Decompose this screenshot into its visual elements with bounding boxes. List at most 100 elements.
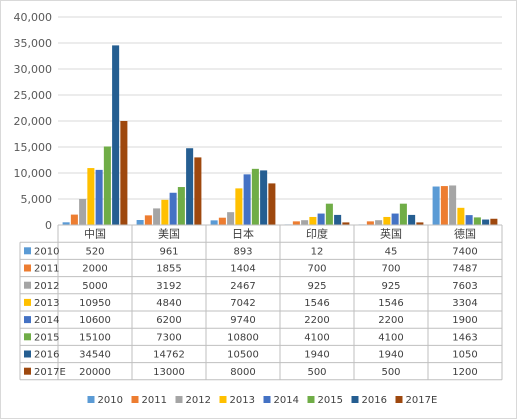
table-cell-value: 7603 xyxy=(452,281,477,292)
legend-swatch xyxy=(87,396,95,403)
bar xyxy=(334,214,342,225)
y-tick-label: 10,000 xyxy=(14,167,53,180)
bar xyxy=(465,215,473,225)
table-series-label: 2014 xyxy=(34,315,59,326)
table-legend-key xyxy=(24,298,31,306)
category-label: 中国 xyxy=(84,228,106,241)
table-legend-key xyxy=(24,281,31,289)
table-cell-value: 9740 xyxy=(230,315,255,326)
table-series-label: 2010 xyxy=(34,246,59,257)
bar xyxy=(301,220,309,225)
bar xyxy=(235,188,243,225)
table-series-label: 2011 xyxy=(34,264,59,275)
table-cell-value: 3304 xyxy=(452,298,477,309)
table-cell-value: 1546 xyxy=(304,298,329,309)
y-tick-label: 15,000 xyxy=(14,141,53,154)
table-cell-value: 7400 xyxy=(452,246,477,257)
legend-swatch xyxy=(219,396,227,403)
table-legend-key xyxy=(24,350,31,358)
bar xyxy=(194,157,202,225)
table-cell-value: 8000 xyxy=(230,367,255,378)
bar xyxy=(112,45,120,225)
table-cell-value: 1900 xyxy=(452,315,477,326)
data-table: 中国 美国 日本 印度 英国 德国 2010 520 961 893 12 45 7400 2011 200… xyxy=(19,224,503,381)
category-label: 美国 xyxy=(158,228,180,241)
bar xyxy=(416,222,424,225)
bar xyxy=(227,212,235,225)
table-cell-value: 4840 xyxy=(156,298,181,309)
bar xyxy=(177,187,185,225)
bar xyxy=(325,203,333,225)
table-cell-value: 1546 xyxy=(378,298,403,309)
bar xyxy=(383,216,391,225)
table-series-label: 2013 xyxy=(34,298,59,309)
table-cell-value: 2000 xyxy=(82,264,107,275)
table-cell-value: 1940 xyxy=(304,350,329,361)
legend-swatch xyxy=(131,396,139,403)
legend-label: 2010 xyxy=(98,395,123,406)
table-cell-value: 2200 xyxy=(304,315,329,326)
table-cell-value: 7487 xyxy=(452,264,477,275)
table-series-label: 2017E xyxy=(34,367,66,378)
bar xyxy=(482,219,490,225)
bar xyxy=(186,148,194,225)
bar xyxy=(243,174,251,225)
legend-label: 2012 xyxy=(186,395,211,406)
bar xyxy=(432,186,440,225)
table-cell-value: 893 xyxy=(233,246,252,257)
bar xyxy=(161,199,169,225)
table-cell-value: 10950 xyxy=(79,298,111,309)
table-series-label: 2016 xyxy=(34,350,59,361)
bar xyxy=(70,214,78,225)
table-cell-value: 12 xyxy=(311,246,324,257)
table-series-label: 2012 xyxy=(34,281,59,292)
table-cell-value: 4100 xyxy=(304,332,329,343)
table-cell-value: 3192 xyxy=(156,281,181,292)
table-cell-value: 4100 xyxy=(378,332,403,343)
bar xyxy=(268,183,276,225)
legend-label: 2016 xyxy=(362,395,387,406)
table-legend-key xyxy=(24,333,31,341)
legend-swatch xyxy=(395,396,403,403)
bars xyxy=(62,45,498,225)
table-cell-value: 15100 xyxy=(79,332,111,343)
legend-swatch xyxy=(263,396,271,403)
bar xyxy=(62,222,70,225)
bar xyxy=(79,199,87,225)
y-tick-label: 20,000 xyxy=(14,115,53,128)
table-cell-value: 2467 xyxy=(230,281,255,292)
table-cell-value: 10600 xyxy=(79,315,111,326)
table-cell-value: 10800 xyxy=(227,332,259,343)
table-cell-value: 1463 xyxy=(452,332,477,343)
table-legend-key xyxy=(24,367,31,375)
table-cell-value: 700 xyxy=(381,264,400,275)
bar xyxy=(144,215,152,225)
y-tick-label: 40,000 xyxy=(14,11,53,24)
category-label: 德国 xyxy=(454,227,476,241)
category-label: 日本 xyxy=(232,227,254,241)
bar xyxy=(210,220,218,225)
y-tick-label: 25,000 xyxy=(14,89,53,102)
bar xyxy=(309,216,317,225)
y-tick-label: 0 xyxy=(45,219,52,232)
table-cell-value: 1940 xyxy=(378,350,403,361)
table-cell-value: 7300 xyxy=(156,332,181,343)
table-cell-value: 7042 xyxy=(230,298,255,309)
category-label: 印度 xyxy=(306,227,328,241)
bar xyxy=(375,220,383,225)
table-cell-value: 925 xyxy=(307,281,326,292)
table-cell-value: 45 xyxy=(385,246,398,257)
table-cell-value: 6200 xyxy=(156,315,181,326)
table-cell-value: 14762 xyxy=(153,350,185,361)
legend: 2010 2011 2012 2013 2014 2015 2016 2017E xyxy=(87,395,437,406)
legend-swatch xyxy=(307,396,315,403)
table-legend-key xyxy=(24,247,31,255)
bar xyxy=(399,203,407,225)
table-legend-key xyxy=(24,264,31,272)
table-cell-value: 1200 xyxy=(452,367,477,378)
bar xyxy=(218,217,226,225)
table-legend-key xyxy=(24,316,31,324)
y-tick-label: 30,000 xyxy=(14,63,53,76)
legend-label: 2015 xyxy=(318,395,343,406)
